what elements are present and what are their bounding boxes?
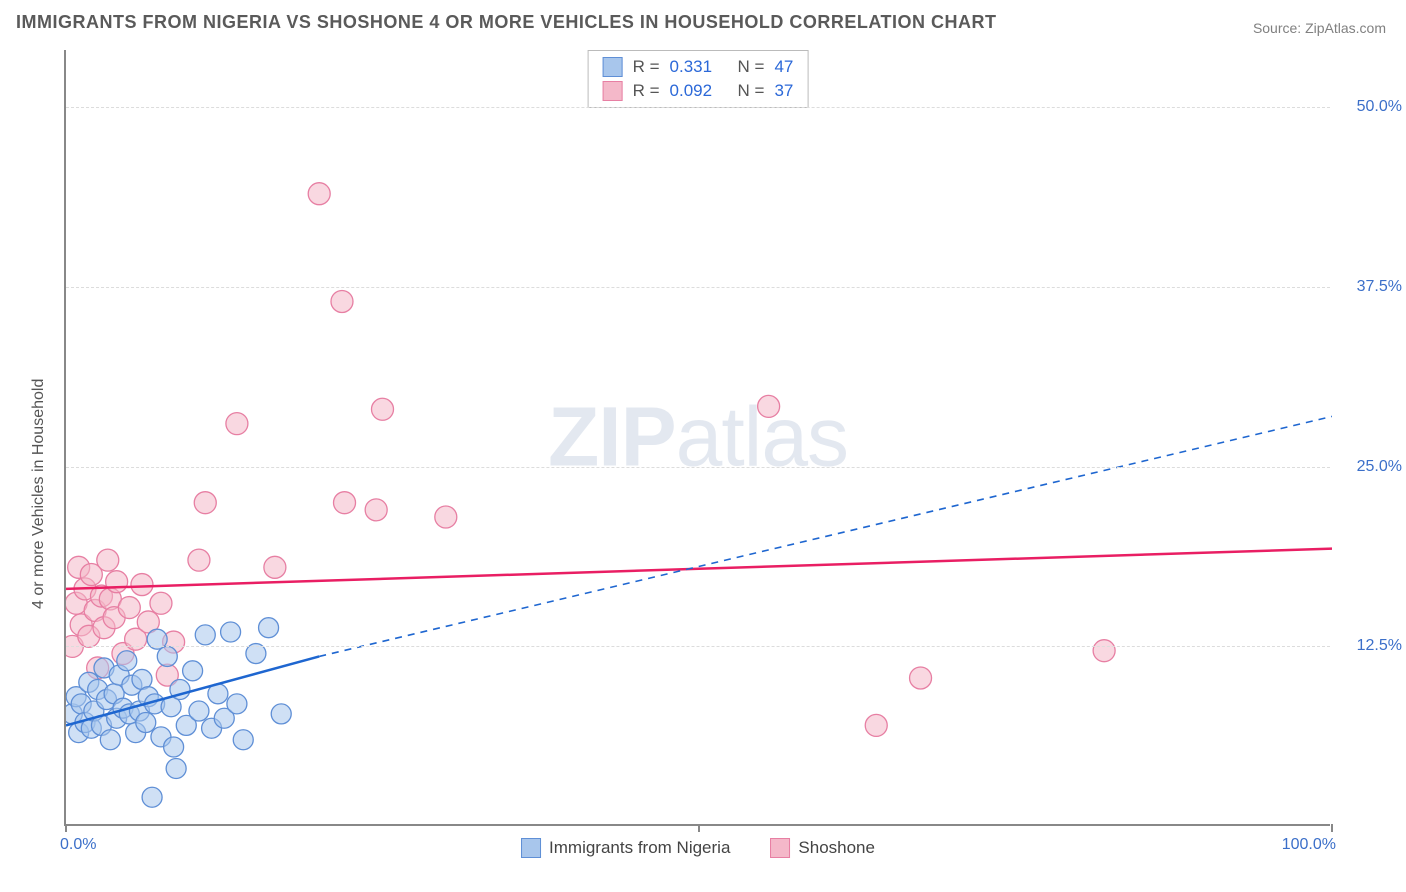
stat-row-b: R = 0.092 N = 37 <box>589 79 808 103</box>
chart-title: IMMIGRANTS FROM NIGERIA VS SHOSHONE 4 OR… <box>16 12 997 33</box>
gridline <box>66 646 1330 647</box>
legend-item-b: Shoshone <box>770 838 875 858</box>
stat-r-b: 0.092 <box>670 81 728 101</box>
y-tick-label: 50.0% <box>1357 98 1402 116</box>
gridline <box>66 287 1330 288</box>
stat-r-label: R = <box>633 57 660 77</box>
bottom-legend: Immigrants from Nigeria Shoshone <box>521 838 875 858</box>
correlation-stat-box: R = 0.331 N = 47 R = 0.092 N = 37 <box>588 50 809 108</box>
chart-container: IMMIGRANTS FROM NIGERIA VS SHOSHONE 4 OR… <box>0 0 1406 892</box>
x-tick-mark <box>698 824 700 832</box>
stat-r-label-2: R = <box>633 81 660 101</box>
stat-n-a: 47 <box>774 57 793 77</box>
x-tick-label: 0.0% <box>60 836 96 854</box>
legend-item-a: Immigrants from Nigeria <box>521 838 730 858</box>
x-tick-mark <box>65 824 67 832</box>
swatch-series-a <box>603 57 623 77</box>
gridline <box>66 107 1330 108</box>
legend-label-a: Immigrants from Nigeria <box>549 838 730 858</box>
stat-row-a: R = 0.331 N = 47 <box>589 55 808 79</box>
legend-swatch-a <box>521 838 541 858</box>
swatch-series-b <box>603 81 623 101</box>
stat-n-label-2: N = <box>738 81 765 101</box>
y-tick-label: 25.0% <box>1357 458 1402 476</box>
legend-label-b: Shoshone <box>798 838 875 858</box>
x-tick-label: 100.0% <box>1282 836 1336 854</box>
y-tick-label: 37.5% <box>1357 278 1402 296</box>
gridline <box>66 467 1330 468</box>
y-tick-label: 12.5% <box>1357 637 1402 655</box>
x-tick-mark <box>1331 824 1333 832</box>
source-attribution: Source: ZipAtlas.com <box>1253 20 1386 36</box>
y-axis-label: 4 or more Vehicles in Household <box>30 378 48 608</box>
stat-r-a: 0.331 <box>670 57 728 77</box>
stat-n-label: N = <box>738 57 765 77</box>
stat-n-b: 37 <box>774 81 793 101</box>
legend-swatch-b <box>770 838 790 858</box>
plot-area: ZIPatlas R = 0.331 N = 47 R = 0.092 N = … <box>64 50 1330 826</box>
plot-svg <box>66 50 1332 826</box>
